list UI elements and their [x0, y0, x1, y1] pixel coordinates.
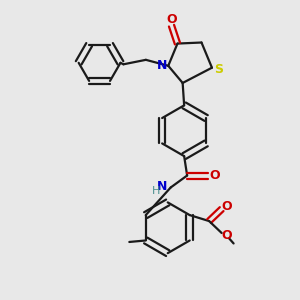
Text: O: O [166, 13, 177, 26]
Text: O: O [209, 169, 220, 182]
Text: S: S [214, 63, 223, 76]
Text: O: O [222, 200, 232, 213]
Text: H: H [152, 186, 160, 196]
Text: O: O [222, 230, 232, 242]
Text: N: N [157, 59, 167, 72]
Text: N: N [157, 180, 167, 193]
